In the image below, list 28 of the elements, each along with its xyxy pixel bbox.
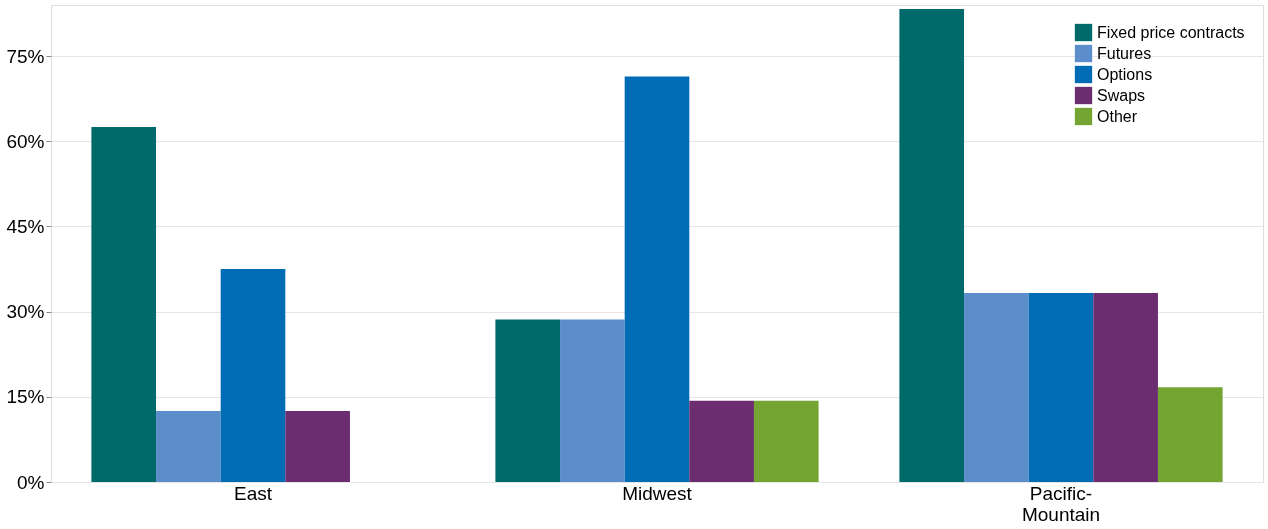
bar [1093,292,1158,482]
bar [1157,387,1223,482]
bar [560,319,625,482]
bar [624,76,690,482]
bar [220,269,286,482]
y-tick-label: 75% [6,45,45,67]
bar [1028,292,1094,482]
x-tick-label: East [233,482,273,504]
legend-label: Futures [1097,44,1152,62]
bar [753,400,819,482]
bar [285,411,350,482]
bar [964,292,1029,482]
legend-label: Other [1097,107,1138,125]
legend-label: Swaps [1097,86,1146,104]
bar [899,8,965,482]
y-tick-label: 0% [17,471,45,493]
legend-label: Fixed price contracts [1097,23,1245,41]
legend-label: Options [1097,65,1153,83]
x-tick-label: Midwest [622,482,693,504]
bar [689,400,754,482]
y-tick-label: 30% [6,301,45,323]
bar [495,319,561,482]
bar [91,127,157,482]
x-tick-label: Pacific- Mountain [1021,482,1101,525]
y-tick-label: 60% [6,130,45,152]
y-tick-label: 15% [6,386,45,408]
bar [156,411,221,482]
y-tick-label: 45% [6,215,45,237]
